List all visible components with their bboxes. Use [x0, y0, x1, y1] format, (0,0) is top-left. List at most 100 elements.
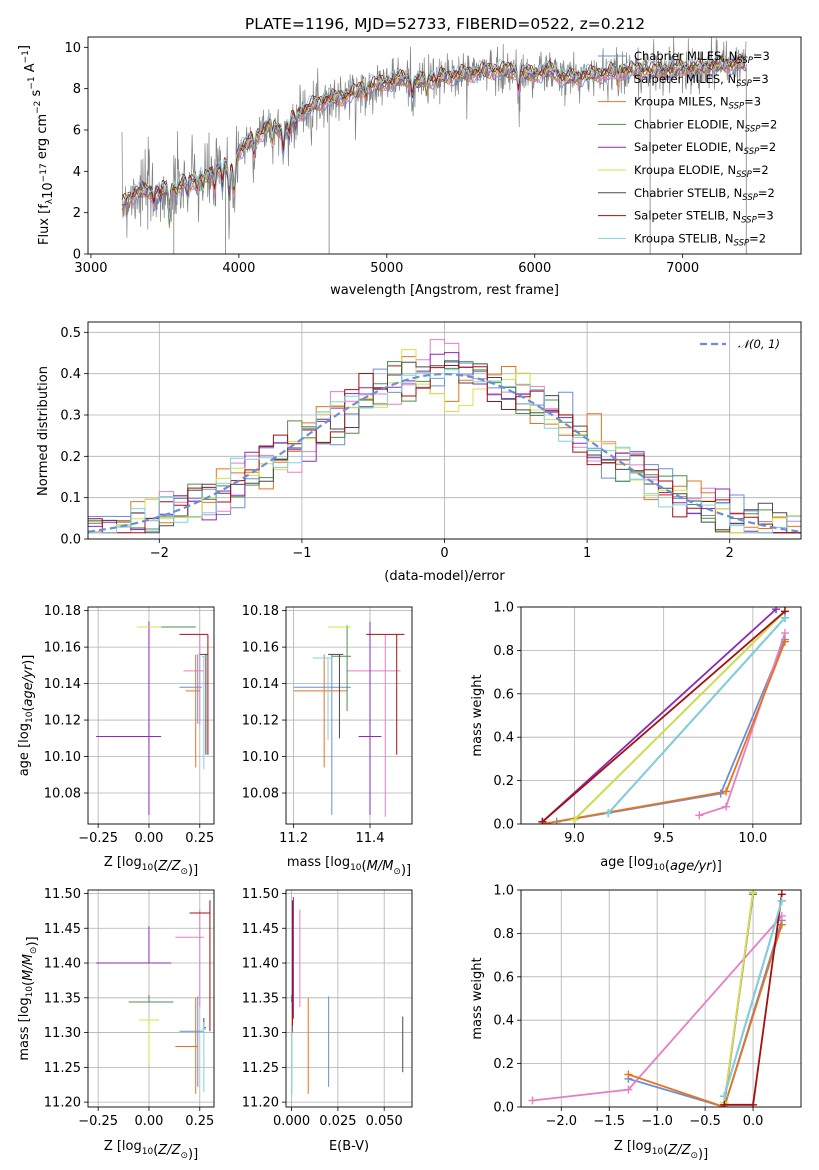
x-tick-label: 0.00 [134, 1114, 163, 1129]
y-tick-label: 11.25 [44, 1061, 81, 1076]
age-vs-mass-x-label: mass [log10(M/M⊙)] [287, 855, 411, 878]
y-tick-label: 10.10 [242, 750, 279, 765]
x-tick-label: 7000 [666, 261, 699, 276]
age-vs-z-point-salpeter_stelib [179, 633, 209, 755]
mass-weight-vs-age-line-salpeter_miles [699, 632, 786, 817]
mass-vs-z-point-kroupa_elodie [138, 1019, 160, 1066]
age-vs-mass-point-chabrier_elodie [331, 625, 351, 711]
mass-weight-vs-z-marker-salpeter_stelib [749, 1100, 758, 1107]
y-tick-label: 0.0 [60, 533, 81, 548]
mass-weight-vs-age-marker-kroupa_elodie [570, 815, 579, 824]
mass-weight-vs-z-marker-kroupa_miles [624, 1070, 633, 1079]
mass-vs-z-axes: −0.25 0.00 0.25 11.20 11.25 11.30 11.35 11.40 11… [44, 887, 214, 1129]
spectrum-legend: Chabrier MILES, NSSP=3 Salpeter MILES, NS… [598, 49, 777, 248]
age-vs-z-point-chabrier_stelib [199, 653, 208, 755]
mass-weight-vs-z-frame [520, 889, 802, 1108]
mass-weight-vs-z-marker-salpeter_miles [624, 1085, 633, 1094]
mass-weight-vs-age-line-salpeter_elodie [541, 608, 777, 823]
x-tick-label: 0.25 [185, 831, 214, 846]
age-vs-mass-point-salpeter_elodie [358, 621, 382, 815]
mass-vs-z-point-kroupa_stelib [201, 1022, 206, 1092]
y-tick-label: 10.08 [44, 787, 81, 802]
y-tick-label: 0.4 [493, 1014, 514, 1029]
x-tick-label: 0.025 [319, 1114, 356, 1129]
mass-weight-vs-age-marker-kroupa_stelib [780, 613, 789, 622]
mass-weight-vs-age-marker-kroupa_miles [780, 637, 789, 646]
y-tick-label: 1.0 [493, 601, 514, 616]
y-tick-label: 11.35 [44, 991, 81, 1006]
y-tick-label: 10.08 [242, 787, 279, 802]
legend-entry-chabrier_miles: Chabrier MILES, NSSP=3 [634, 49, 770, 66]
mass-vs-z-errorbars [96, 900, 211, 1094]
y-tick-label: 10.18 [242, 604, 279, 619]
y-tick-label: 11.45 [44, 922, 81, 937]
histogram-chabrier_stelib [88, 360, 801, 534]
y-tick-label: 11.25 [242, 1061, 279, 1076]
x-tick-label: 9.0 [564, 831, 585, 846]
y-tick-label: 11.20 [44, 1096, 81, 1111]
y-tick-label: 11.50 [44, 887, 81, 902]
mass-weight-vs-age-frame [520, 606, 802, 825]
x-tick-label: −2 [150, 546, 169, 561]
mass-vs-ebv-x-label: E(B-V) [329, 1139, 369, 1154]
spectrum-model-chabrier_elodie [121, 59, 747, 226]
spectrum-axes: 3000 4000 5000 6000 7000 0 2 4 6 8 10 [64, 41, 699, 276]
mass-vs-z-y-label: mass [log10(M/M⊙)] [17, 936, 40, 1060]
legend-entry-kroupa_miles: Kroupa MILES, NSSP=3 [634, 95, 761, 112]
mass-weight-vs-z-x-label: Z [log10(Z/Z⊙)] [614, 1139, 708, 1162]
legend-entry-kroupa_stelib: Kroupa STELIB, NSSP=2 [634, 231, 766, 248]
legend-entry-chabrier_elodie: Chabrier ELODIE, NSSP=2 [634, 117, 777, 134]
x-tick-label: 0.000 [273, 1114, 310, 1129]
y-tick-label: 10.18 [44, 604, 81, 619]
mass-weight-vs-z-marker-salpeter_miles [528, 1096, 537, 1105]
mass-vs-z-point-kroupa_miles [175, 997, 198, 1094]
mass-weight-vs-age-y-label: mass weight [470, 674, 485, 756]
x-tick-label: 11.2 [279, 831, 308, 846]
y-tick-label: 10 [64, 41, 81, 56]
x-tick-label: −1.5 [593, 1114, 625, 1129]
legend-entry-chabrier_stelib: Chabrier STELIB, NSSP=2 [634, 186, 775, 203]
y-tick-label: 0.4 [60, 367, 81, 382]
x-tick-label: 0 [440, 546, 448, 561]
mass-vs-z-frame [87, 889, 215, 1108]
y-tick-label: 11.20 [242, 1096, 279, 1111]
y-tick-label: 0 [73, 248, 81, 263]
age-vs-z-point-salpeter_miles [183, 634, 204, 726]
normal-curve [88, 372, 801, 533]
y-tick-label: 10.10 [44, 750, 81, 765]
age-vs-mass-point-salpeter_miles [347, 634, 401, 817]
mass-weight-vs-age-marker-salpeter_miles [780, 629, 789, 638]
mass-weight-vs-age-lines [538, 607, 789, 824]
histogram-steps [88, 339, 801, 534]
x-tick-label: 10.0 [738, 831, 767, 846]
x-tick-label: −0.25 [78, 831, 118, 846]
histogram-frame [87, 321, 802, 540]
y-tick-label: 0.1 [60, 491, 81, 506]
x-tick-label: 0.050 [366, 1114, 403, 1129]
mass-weight-vs-age-marker-salpeter_miles [695, 811, 704, 820]
spectrum-frame [87, 36, 802, 255]
age-vs-mass-frame [285, 606, 413, 825]
histogram-kroupa_stelib [88, 369, 801, 534]
y-tick-label: 2 [73, 206, 81, 221]
age-vs-mass-errorbars [293, 621, 405, 817]
mass-weight-vs-age-line-kroupa_elodie [573, 610, 786, 821]
y-tick-label: 11.35 [242, 991, 279, 1006]
y-tick-label: 10.16 [44, 641, 81, 656]
mass-vs-z-point-chabrier_miles [179, 996, 204, 1087]
y-tick-label: 11.45 [242, 922, 279, 937]
mass-weight-vs-age-line-salpeter_stelib [541, 610, 786, 823]
age-vs-z-errorbars [96, 621, 209, 815]
y-tick-label: 0.2 [493, 774, 514, 789]
age-vs-z-point-chabrier_miles [179, 654, 202, 724]
mass-vs-ebv-errorbars [291, 896, 404, 1096]
mass-weight-vs-z-line-kroupa_elodie [723, 892, 754, 1103]
spectrum-x-label: wavelength [Angstrom, rest frame] [330, 283, 559, 298]
age-vs-mass-point-kroupa_stelib [312, 657, 332, 741]
legend-entry-salpeter_stelib: Salpeter STELIB, NSSP=3 [634, 209, 774, 226]
x-tick-label: −0.25 [78, 1114, 118, 1129]
mass-weight-vs-z-line-kroupa_miles [628, 924, 783, 1107]
x-tick-label: 11.4 [356, 831, 385, 846]
y-tick-label: 0.8 [493, 644, 514, 659]
